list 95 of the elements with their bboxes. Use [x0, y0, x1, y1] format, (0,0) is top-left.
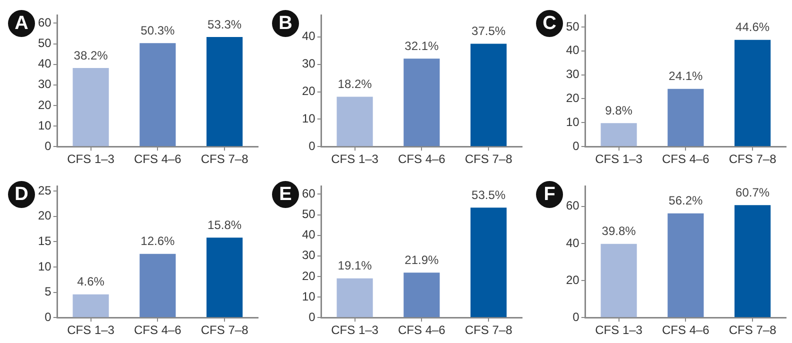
x-tick-label: CFS 7–8 [728, 323, 777, 338]
y-tick-label: 10 [566, 114, 580, 129]
y-tick-label: 0 [572, 310, 580, 324]
x-tick-label: CFS 7–8 [464, 323, 513, 338]
bar [336, 96, 373, 146]
y-tick-label: 0 [572, 138, 580, 153]
y-tick-label: 60 [566, 198, 580, 213]
bar [206, 238, 243, 318]
bar [72, 68, 109, 146]
y-tick-label: 60 [302, 186, 316, 201]
y-tick-label: 15 [38, 234, 52, 248]
bar [140, 43, 176, 146]
x-tick-label: CFS 4–6 [398, 152, 446, 166]
bar [72, 294, 109, 318]
x-tick-label: CFS 1–3 [67, 152, 115, 166]
bar [336, 278, 373, 318]
y-tick-label: 40 [38, 56, 52, 71]
x-tick-label: CFS 7–8 [200, 152, 249, 166]
x-tick-label: CFS 1–3 [595, 323, 643, 338]
y-tick-label: 30 [302, 248, 316, 262]
data-label: 12.6% [140, 234, 176, 248]
y-tick-label: 40 [566, 236, 580, 250]
y-tick-label: 25 [38, 183, 52, 198]
y-tick-label: 40 [566, 43, 580, 58]
data-label: 24.1% [668, 69, 704, 84]
chart-title: B [272, 10, 299, 37]
y-tick-label: 30 [566, 67, 580, 82]
y-tick-label: 10 [38, 118, 52, 132]
y-tick-label: 20 [566, 272, 580, 287]
data-label: 19.1% [338, 258, 372, 273]
y-tick-label: 40 [302, 29, 316, 44]
data-label: 56.2% [668, 194, 704, 208]
x-tick-label: CFS 1–3 [331, 323, 379, 338]
x-tick-label: CFS 1–3 [595, 152, 643, 166]
y-tick-label: 10 [302, 289, 316, 304]
y-tick-label: 50 [566, 19, 580, 34]
bar [600, 123, 637, 146]
y-tick-label: 40 [302, 228, 316, 242]
y-tick-label: 50 [38, 36, 52, 50]
y-tick-label: 30 [302, 56, 316, 71]
data-label: 50.3% [140, 23, 176, 38]
chart-title: F [536, 181, 563, 208]
data-label: 9.8% [605, 103, 633, 118]
y-tick-label: 20 [38, 208, 52, 223]
bar [470, 44, 507, 146]
x-tick-label: CFS 1–3 [67, 323, 115, 338]
chart-title: C [536, 10, 563, 37]
y-tick-label: 10 [302, 111, 316, 126]
y-tick-label: 5 [44, 284, 52, 299]
data-label: 18.2% [338, 77, 372, 92]
data-label: 4.6% [77, 274, 105, 289]
y-tick-label: 30 [38, 77, 52, 92]
x-tick-label: CFS 7–8 [728, 152, 777, 166]
data-label: 53.3% [208, 17, 242, 32]
bar [600, 244, 637, 318]
x-tick-label: CFS 4–6 [134, 152, 182, 166]
bar [404, 58, 440, 146]
chart-title: D [8, 181, 35, 208]
x-tick-label: CFS 4–6 [134, 323, 182, 338]
bar [668, 88, 704, 146]
x-tick-label: CFS 1–3 [331, 152, 379, 166]
y-tick-label: 10 [38, 259, 52, 274]
chart-title: E [272, 181, 299, 208]
y-tick-label: 60 [38, 16, 52, 30]
y-tick-label: 0 [44, 138, 52, 153]
x-tick-label: CFS 4–6 [662, 323, 710, 338]
y-tick-label: 0 [308, 138, 316, 153]
bar [404, 272, 440, 318]
data-label: 32.1% [404, 38, 440, 53]
y-tick-label: 20 [38, 98, 52, 112]
y-tick-label: 0 [308, 310, 316, 324]
data-label: 44.6% [736, 20, 770, 34]
data-label: 15.8% [208, 218, 242, 232]
data-label: 60.7% [736, 185, 770, 200]
data-label: 53.5% [472, 188, 506, 202]
y-tick-label: 20 [302, 84, 316, 98]
x-tick-label: CFS 4–6 [662, 152, 710, 166]
y-tick-label: 20 [302, 268, 316, 283]
bar [734, 40, 771, 146]
bar [734, 205, 771, 318]
chart-title: A [8, 10, 35, 37]
y-tick-label: 0 [44, 310, 52, 324]
bar [140, 254, 176, 318]
data-label: 37.5% [472, 24, 506, 38]
y-tick-label: 50 [302, 207, 316, 222]
bar [470, 208, 507, 318]
data-label: 39.8% [602, 224, 636, 238]
x-tick-label: CFS 4–6 [398, 323, 446, 338]
y-tick-label: 20 [566, 91, 580, 106]
bar [668, 213, 704, 318]
x-tick-label: CFS 7–8 [200, 323, 249, 338]
data-label: 21.9% [404, 252, 440, 267]
bar [206, 37, 243, 146]
x-tick-label: CFS 7–8 [464, 152, 513, 166]
data-label: 38.2% [74, 48, 108, 62]
